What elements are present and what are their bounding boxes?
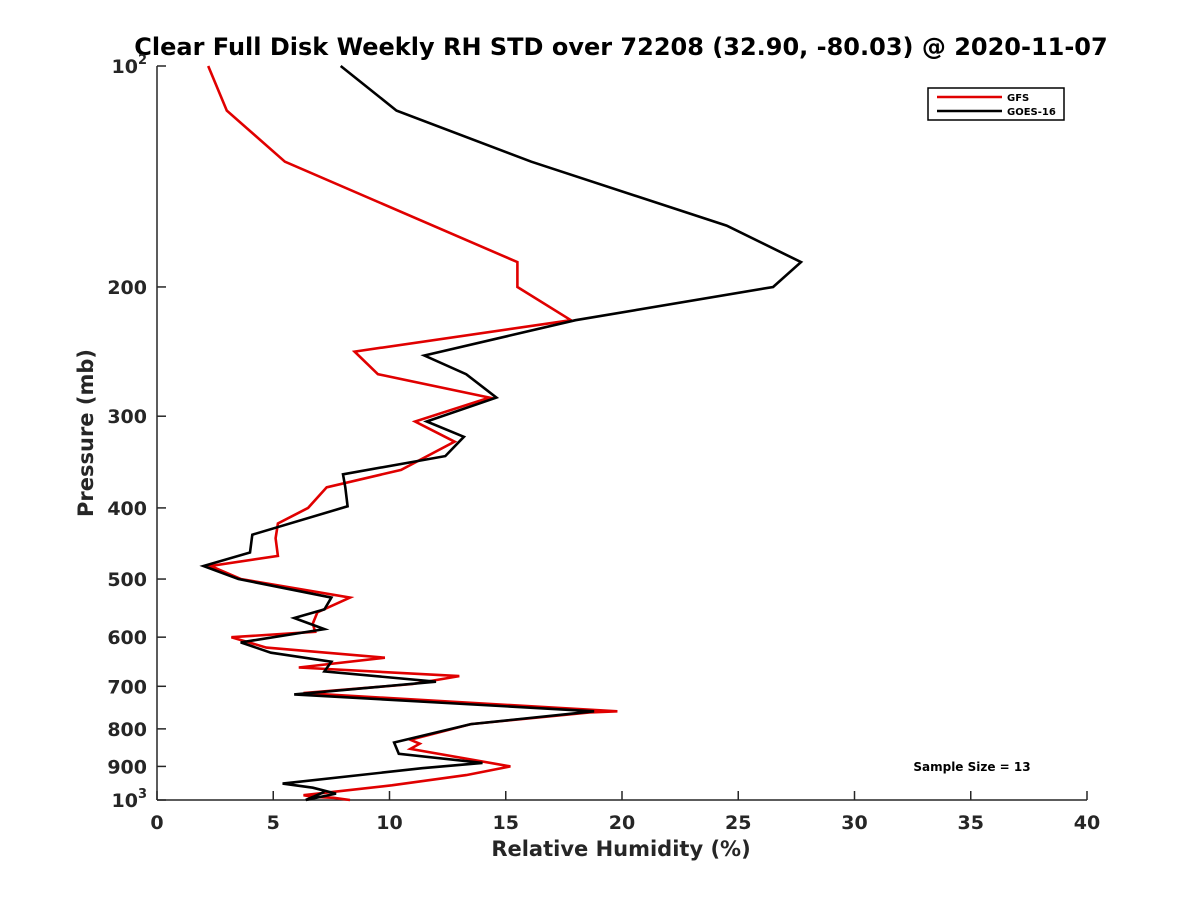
y-tick-label: 600: [107, 627, 147, 649]
y-tick-label: 500: [107, 569, 147, 591]
x-tick-label: 30: [841, 812, 867, 834]
y-tick-label-base: 600: [107, 627, 147, 649]
y-tick-label-base: 300: [107, 406, 147, 428]
y-tick-label: 900: [107, 756, 147, 778]
x-tick-label: 35: [958, 812, 984, 834]
legend-label-gfs: GFS: [1007, 93, 1029, 104]
legend-label-goes16: GOES-16: [1007, 107, 1056, 118]
y-tick-label: 400: [107, 498, 147, 520]
y-tick-label: 300: [107, 406, 147, 428]
y-tick-label-base: 900: [107, 756, 147, 778]
y-tick-label-base: 800: [107, 719, 147, 741]
y-axis-label: Pressure (mb): [74, 349, 98, 517]
y-tick-label: 103: [112, 787, 148, 812]
x-tick-label: 40: [1074, 812, 1100, 834]
x-tick-label: 5: [267, 812, 280, 834]
y-tick-label: 700: [107, 676, 147, 698]
legend-box: [927, 87, 1065, 121]
x-axis-label: Relative Humidity (%): [491, 837, 750, 861]
y-tick-label-base: 700: [107, 676, 147, 698]
series-line-goes16: [199, 64, 804, 802]
series-lines: [199, 64, 804, 802]
y-tick-label-base: 500: [107, 569, 147, 591]
x-tick-label: 0: [150, 812, 163, 834]
x-tick-label: 20: [609, 812, 635, 834]
chart-title: Clear Full Disk Weekly RH STD over 72208…: [134, 33, 1107, 61]
x-tick-label: 25: [725, 812, 751, 834]
y-tick-label: 200: [107, 277, 147, 299]
y-tick-label-base: 10: [112, 56, 138, 78]
y-tick-label-base: 10: [112, 790, 138, 812]
x-tick-label: 10: [376, 812, 402, 834]
y-tick-label-base: 200: [107, 277, 147, 299]
y-tick-label-exponent: 2: [138, 53, 147, 68]
x-tick-label: 15: [493, 812, 519, 834]
y-tick-label: 800: [107, 719, 147, 741]
y-tick-label-exponent: 3: [138, 787, 147, 802]
sample-size-annotation: Sample Size = 13: [913, 760, 1030, 774]
x-axis-ticks: 0 5 10 15 20 25 30 35 40: [150, 791, 1100, 834]
y-tick-label: 102: [112, 53, 148, 78]
plot-area: 0 5 10 15 20 25 30 35 40 10220030040050060070080…: [107, 53, 1100, 834]
y-tick-label-base: 400: [107, 498, 147, 520]
legend: GFS GOES-16: [927, 87, 1065, 121]
